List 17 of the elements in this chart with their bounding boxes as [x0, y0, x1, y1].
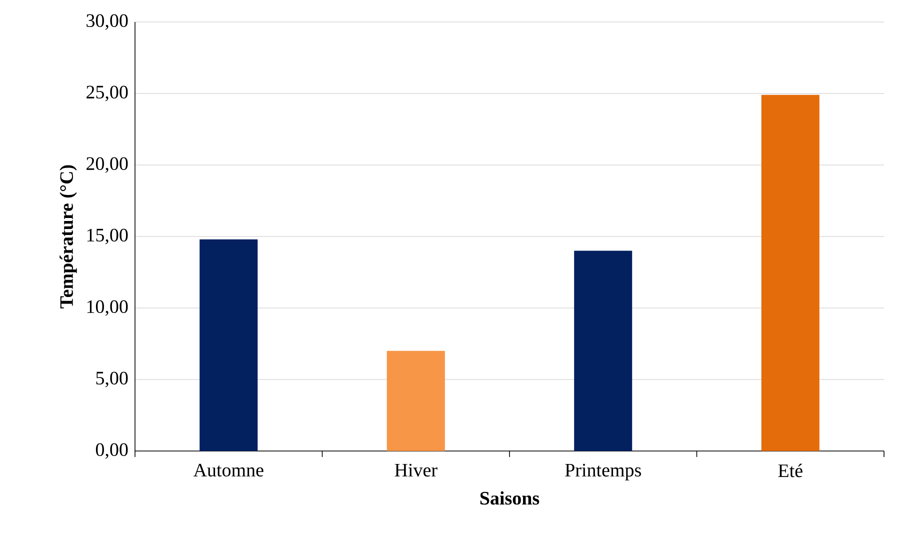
y-tick-label: 20,00 — [86, 157, 128, 173]
x-tick-label: Hiver — [394, 464, 438, 477]
y-axis-title: Température (°C) — [60, 165, 77, 308]
y-tick-label: 15,00 — [87, 228, 128, 244]
y-tick-label: 0,00 — [96, 443, 128, 459]
y-tick-label: 10,00 — [87, 300, 128, 316]
y-tick-label: 5,00 — [96, 372, 128, 388]
bar — [574, 250, 632, 451]
x-tick-label: Printemps — [565, 464, 641, 480]
bar — [386, 350, 445, 451]
y-tick-label: 30,00 — [86, 14, 128, 30]
x-tick-label: Automne — [193, 464, 264, 477]
bar — [761, 94, 820, 451]
x-axis-title: Saisons — [480, 491, 540, 505]
x-tick-label: Eté — [778, 464, 802, 478]
bar — [200, 239, 258, 451]
y-tick-label: 25,00 — [86, 86, 128, 102]
